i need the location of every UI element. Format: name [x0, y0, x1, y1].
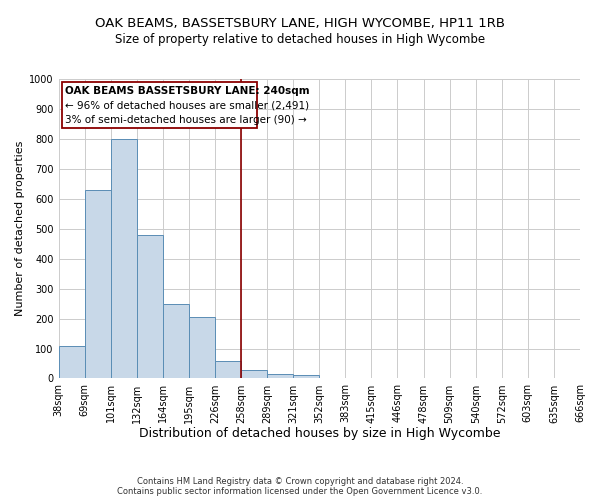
Text: Contains public sector information licensed under the Open Government Licence v3: Contains public sector information licen… [118, 488, 482, 496]
Text: OAK BEAMS BASSETSBURY LANE: 240sqm: OAK BEAMS BASSETSBURY LANE: 240sqm [65, 86, 310, 97]
Bar [215, 360, 241, 378]
Bar [267, 374, 293, 378]
Text: 3% of semi-detached houses are larger (90) →: 3% of semi-detached houses are larger (9… [65, 115, 307, 125]
Bar [110, 139, 137, 378]
Bar [85, 190, 110, 378]
Bar [189, 317, 215, 378]
Bar [59, 346, 85, 378]
Text: Size of property relative to detached houses in High Wycombe: Size of property relative to detached ho… [115, 32, 485, 46]
Text: OAK BEAMS, BASSETSBURY LANE, HIGH WYCOMBE, HP11 1RB: OAK BEAMS, BASSETSBURY LANE, HIGH WYCOMB… [95, 18, 505, 30]
Bar [241, 370, 267, 378]
Y-axis label: Number of detached properties: Number of detached properties [15, 141, 25, 316]
Bar [137, 234, 163, 378]
X-axis label: Distribution of detached houses by size in High Wycombe: Distribution of detached houses by size … [139, 427, 500, 440]
Bar [293, 376, 319, 378]
FancyBboxPatch shape [62, 82, 257, 128]
Bar [163, 304, 189, 378]
Text: ← 96% of detached houses are smaller (2,491): ← 96% of detached houses are smaller (2,… [65, 101, 309, 111]
Text: Contains HM Land Registry data © Crown copyright and database right 2024.: Contains HM Land Registry data © Crown c… [137, 478, 463, 486]
